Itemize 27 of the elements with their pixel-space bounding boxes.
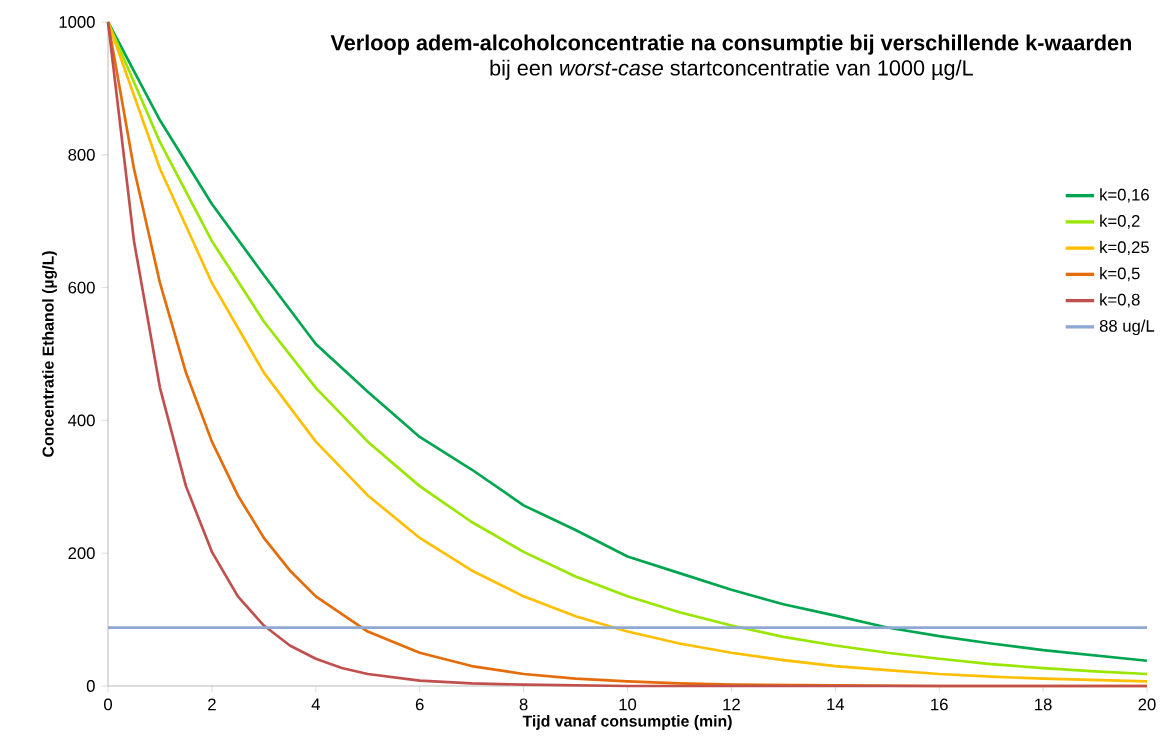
x-axis-title: Tijd vanaf consumptie (min) xyxy=(522,715,732,730)
x-tick-label: 10 xyxy=(619,698,637,711)
y-tick-label: 400 xyxy=(68,414,95,427)
text: Verloop adem-alcoholconcentratie na consumptie bij verschillende k-waarden xyxy=(330,34,1131,55)
x-tick-label: 2 xyxy=(208,698,216,711)
legend-label: k=0,2 xyxy=(1100,214,1140,229)
x-tick-label: 0 xyxy=(104,698,112,711)
legend-label: k=0,5 xyxy=(1100,267,1140,282)
x-tick-label: 6 xyxy=(415,698,424,711)
x-tick-label: 14 xyxy=(827,698,845,711)
y-tick-label: 800 xyxy=(68,148,95,161)
legend-label: 88 ug/L xyxy=(1099,319,1155,336)
text: bij een worst-case startconcentratie van 1000 µg/L xyxy=(490,59,973,80)
y-tick-label: 1000 xyxy=(59,16,95,28)
legend-label: k=0,16 xyxy=(1100,188,1149,203)
x-tick-label: 18 xyxy=(1035,698,1052,711)
legend-label: k=0,8 xyxy=(1100,293,1140,308)
y-tick-label: 600 xyxy=(68,281,95,294)
x-tick-label: 8 xyxy=(519,698,528,711)
y-tick-label: 0 xyxy=(86,680,95,692)
y-tick-label: 200 xyxy=(68,547,95,560)
x-tick-label: 12 xyxy=(723,698,740,711)
x-tick-label: 16 xyxy=(931,698,948,711)
legend-label: k=0,25 xyxy=(1100,240,1149,256)
x-tick-label: 20 xyxy=(1138,698,1156,711)
x-tick-label: 4 xyxy=(311,698,320,711)
y-axis-title: Concentratie Ethanol (µg/L) xyxy=(42,251,57,457)
